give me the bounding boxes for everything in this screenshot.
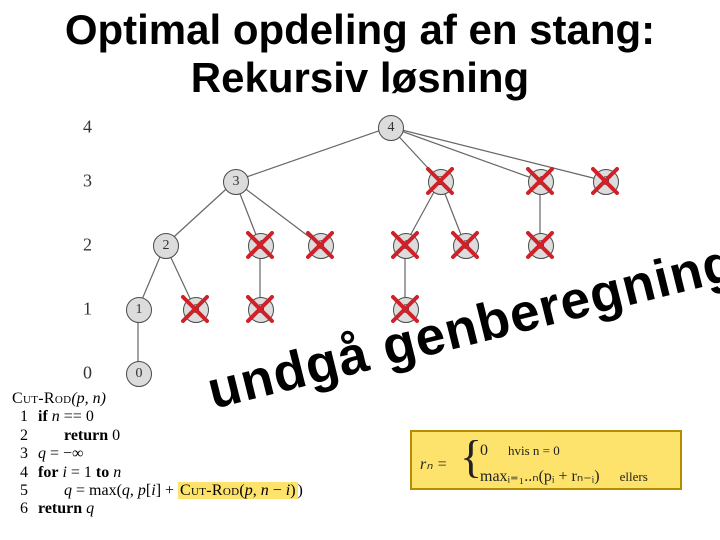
tree-node: 1 <box>248 233 274 259</box>
pseudocode-line: 5q = max(q, p[i] + Cut-Rod(p, n − i)) <box>12 482 303 500</box>
level-label: 2 <box>70 235 92 256</box>
title-line2: Rekursiv løsning <box>0 54 720 102</box>
pseudocode-line: 3q = −∞ <box>12 445 303 463</box>
fn-name: Cut-Rod <box>12 390 71 407</box>
pseudocode-line: 4for i = 1 to n <box>12 464 303 482</box>
tree-node: 0 <box>308 233 334 259</box>
recurrence-formula-box: rₙ = { 0 hvis n = 0 maxᵢ₌₁..ₙ(pᵢ + rₙ₋ᵢ)… <box>410 430 682 490</box>
formula-case-1: 0 hvis n = 0 <box>480 442 560 460</box>
tree-node: 1 <box>528 169 554 195</box>
tree-node: 4 <box>378 115 404 141</box>
tree-node: 2 <box>153 233 179 259</box>
pseudocode-line: 6return q <box>12 500 303 518</box>
formula-lhs: rₙ = <box>420 454 447 474</box>
tree-node: 1 <box>126 297 152 323</box>
pseudocode-line: 1if n == 0 <box>12 408 303 426</box>
tree-node: 1 <box>393 233 419 259</box>
tree-node: 2 <box>428 169 454 195</box>
level-label: 0 <box>70 363 92 384</box>
tree-node: 0 <box>183 297 209 323</box>
level-label: 3 <box>70 171 92 192</box>
tree-node: 0 <box>248 297 274 323</box>
level-label: 1 <box>70 299 92 320</box>
level-label: 4 <box>70 117 92 138</box>
tree-node: 0 <box>528 233 554 259</box>
fn-args: (p, n) <box>71 390 106 407</box>
formula-brace: { <box>460 434 482 480</box>
tree-node: 0 <box>453 233 479 259</box>
tree-node: 0 <box>126 361 152 387</box>
formula-case-2: maxᵢ₌₁..ₙ(pᵢ + rₙ₋ᵢ) ellers <box>480 466 648 486</box>
tree-node: 3 <box>223 169 249 195</box>
tree-node: 0 <box>593 169 619 195</box>
title-line1: Optimal opdeling af en stang: <box>0 6 720 54</box>
pseudocode-line: 2return 0 <box>12 427 303 445</box>
